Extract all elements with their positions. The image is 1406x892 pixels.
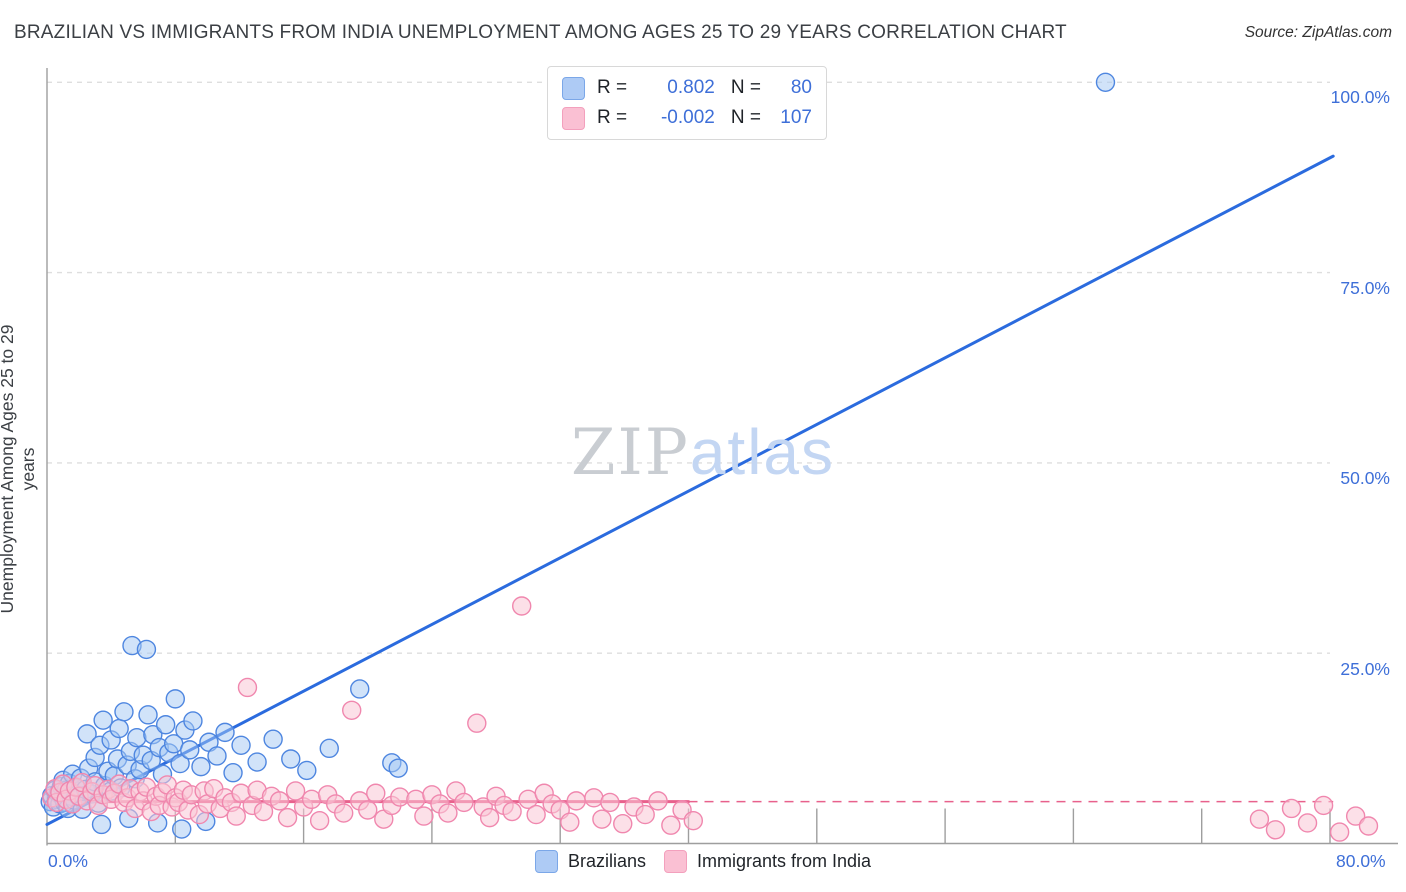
point-brazilians[interactable]	[165, 689, 186, 709]
page-title: BRAZILIAN VS IMMIGRANTS FROM INDIA UNEMP…	[14, 22, 1067, 43]
n-value-brazilians: 80	[790, 77, 812, 98]
point-brazilians[interactable]	[180, 740, 200, 760]
point-india[interactable]	[661, 815, 681, 835]
r-value-brazilians: 0.802	[667, 77, 715, 98]
point-brazilians[interactable]	[138, 705, 158, 725]
point-india[interactable]	[560, 812, 580, 832]
point-brazilians[interactable]	[207, 746, 227, 766]
point-india[interactable]	[600, 792, 620, 813]
point-india[interactable]	[1249, 809, 1270, 829]
india-swatch-icon	[562, 106, 585, 130]
india-swatch-icon	[663, 850, 687, 873]
point-india[interactable]	[635, 804, 655, 825]
point-india[interactable]	[253, 801, 274, 822]
point-brazilians[interactable]	[263, 729, 283, 749]
x-tick-80: 80.0%	[1336, 851, 1386, 871]
point-india[interactable]	[406, 789, 426, 810]
point-india[interactable]	[1281, 798, 1302, 819]
point-brazilians[interactable]	[247, 752, 267, 772]
point-india[interactable]	[648, 791, 668, 811]
point-brazilians[interactable]	[388, 758, 408, 778]
n-value-india: 107	[780, 107, 812, 128]
y-tick-75: 75.0%	[1340, 278, 1390, 298]
point-brazilians[interactable]	[170, 753, 190, 774]
legend-row-brazilians: R = 0.802 N = 80	[562, 75, 812, 101]
point-brazilians[interactable]	[319, 738, 339, 759]
point-india[interactable]	[1329, 822, 1350, 842]
point-brazilians[interactable]	[183, 711, 203, 731]
point-brazilians[interactable]	[223, 763, 243, 783]
point-brazilians[interactable]	[91, 814, 112, 835]
point-brazilians[interactable]	[93, 710, 113, 730]
point-india[interactable]	[584, 788, 604, 808]
brazilians-swatch-icon	[534, 850, 558, 873]
y-tick-25: 25.0%	[1340, 659, 1390, 679]
legend-row-india: R = -0.002 N = 107	[562, 105, 812, 131]
point-india[interactable]	[454, 792, 474, 813]
point-india[interactable]	[333, 803, 354, 823]
point-india[interactable]	[342, 700, 362, 720]
n-label: N =	[730, 77, 761, 98]
point-brazilians[interactable]	[155, 715, 176, 735]
brazilians-swatch-icon	[562, 76, 585, 100]
correlation-legend-box: R = 0.802 N = 80 R = -0.002 N = 107	[547, 66, 827, 140]
legend-item-brazilians[interactable]: Brazilians	[534, 850, 646, 873]
legend-label-india: Immigrants from India	[696, 851, 872, 871]
point-brazilians[interactable]	[114, 702, 134, 722]
r-value-india: -0.002	[660, 107, 715, 128]
point-brazilians[interactable]	[297, 760, 317, 781]
point-india[interactable]	[1358, 816, 1379, 836]
x-tick-0: 0.0%	[48, 851, 88, 871]
r-label: R =	[597, 107, 628, 128]
point-brazilians[interactable]	[1095, 72, 1116, 93]
point-india[interactable]	[277, 807, 298, 828]
point-india[interactable]	[467, 713, 487, 733]
point-india[interactable]	[309, 810, 330, 831]
point-india[interactable]	[526, 804, 546, 825]
point-india[interactable]	[438, 803, 458, 823]
point-brazilians[interactable]	[127, 727, 147, 748]
r-label: R =	[597, 77, 628, 98]
point-india[interactable]	[1297, 813, 1318, 833]
point-brazilians[interactable]	[172, 819, 192, 839]
point-india[interactable]	[285, 781, 306, 801]
legend-label-brazilians: Brazilians	[567, 851, 646, 871]
point-india[interactable]	[226, 806, 246, 826]
point-india[interactable]	[479, 807, 500, 828]
point-india[interactable]	[366, 783, 386, 803]
point-india[interactable]	[414, 806, 434, 826]
point-brazilians[interactable]	[77, 724, 97, 744]
point-india[interactable]	[1313, 795, 1334, 816]
point-brazilians[interactable]	[136, 639, 157, 660]
point-brazilians[interactable]	[231, 735, 251, 756]
point-brazilians[interactable]	[281, 749, 301, 769]
point-india[interactable]	[237, 677, 258, 698]
point-india[interactable]	[566, 791, 586, 811]
point-india[interactable]	[390, 787, 410, 807]
point-brazilians[interactable]	[191, 756, 211, 777]
point-brazilians[interactable]	[109, 718, 129, 739]
point-india[interactable]	[592, 809, 612, 829]
point-brazilians[interactable]	[350, 679, 370, 699]
point-india[interactable]	[269, 791, 290, 811]
source-attribution: Source: ZipAtlas.com	[1244, 24, 1392, 41]
point-india[interactable]	[1265, 820, 1286, 840]
point-india[interactable]	[512, 596, 532, 616]
legend-item-india[interactable]: Immigrants from India	[663, 850, 872, 873]
point-india[interactable]	[683, 810, 704, 831]
point-brazilians[interactable]	[215, 722, 235, 743]
point-india[interactable]	[301, 789, 322, 810]
y-tick-50: 50.0%	[1340, 468, 1390, 488]
series-legend: Brazilians Immigrants from India	[0, 850, 1406, 873]
trendline-brazilians	[45, 154, 1335, 826]
point-india[interactable]	[358, 800, 378, 820]
point-india[interactable]	[613, 814, 633, 834]
y-tick-100: 100.0%	[1330, 87, 1390, 107]
point-india[interactable]	[1345, 806, 1366, 826]
point-india[interactable]	[502, 801, 522, 822]
n-label: N =	[730, 107, 761, 128]
